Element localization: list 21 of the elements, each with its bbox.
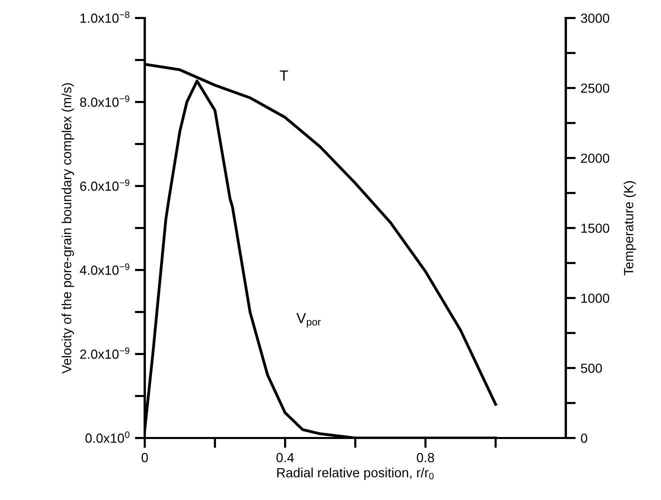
x-tick-label: 0.4	[276, 452, 294, 462]
y-axis-title: Velocity of the pore-grain boundary complex (m/s)	[62, 83, 74, 374]
y2-tick-label: 0	[580, 434, 588, 443]
y2-tick-label: 3000	[580, 14, 610, 23]
y-tick-label: 0.0x10$^{0}$	[85, 431, 130, 443]
text: V$_{por}$	[296, 313, 321, 328]
y-tick-label: 4.0x10$^{−9}$	[80, 263, 130, 275]
y-tick-label: 2.0x10$^{−9}$	[80, 347, 130, 359]
y-tick-label: 6.0x10$^{−9}$	[80, 179, 130, 191]
x-tick-label: 0	[142, 452, 148, 462]
y-tick-label: 8.0x10$^{−9}$	[80, 95, 130, 107]
y2-axis-title: Temperature (K)	[624, 181, 636, 276]
y2-tick-label: 500	[580, 364, 602, 373]
text: T	[280, 70, 288, 81]
x-axis-title: Radial relative position, r/r$_{0}$	[277, 468, 434, 480]
x-tick-label: 0.8	[416, 452, 434, 462]
y2-tick-label: 1500	[581, 224, 610, 233]
y2-tick-label: 2500	[581, 84, 610, 93]
y2-tick-label: 1000	[581, 294, 610, 303]
y2-tick-label: 2000	[581, 154, 610, 163]
y-tick-label: 1.0x10$^{−8}$	[80, 11, 130, 23]
